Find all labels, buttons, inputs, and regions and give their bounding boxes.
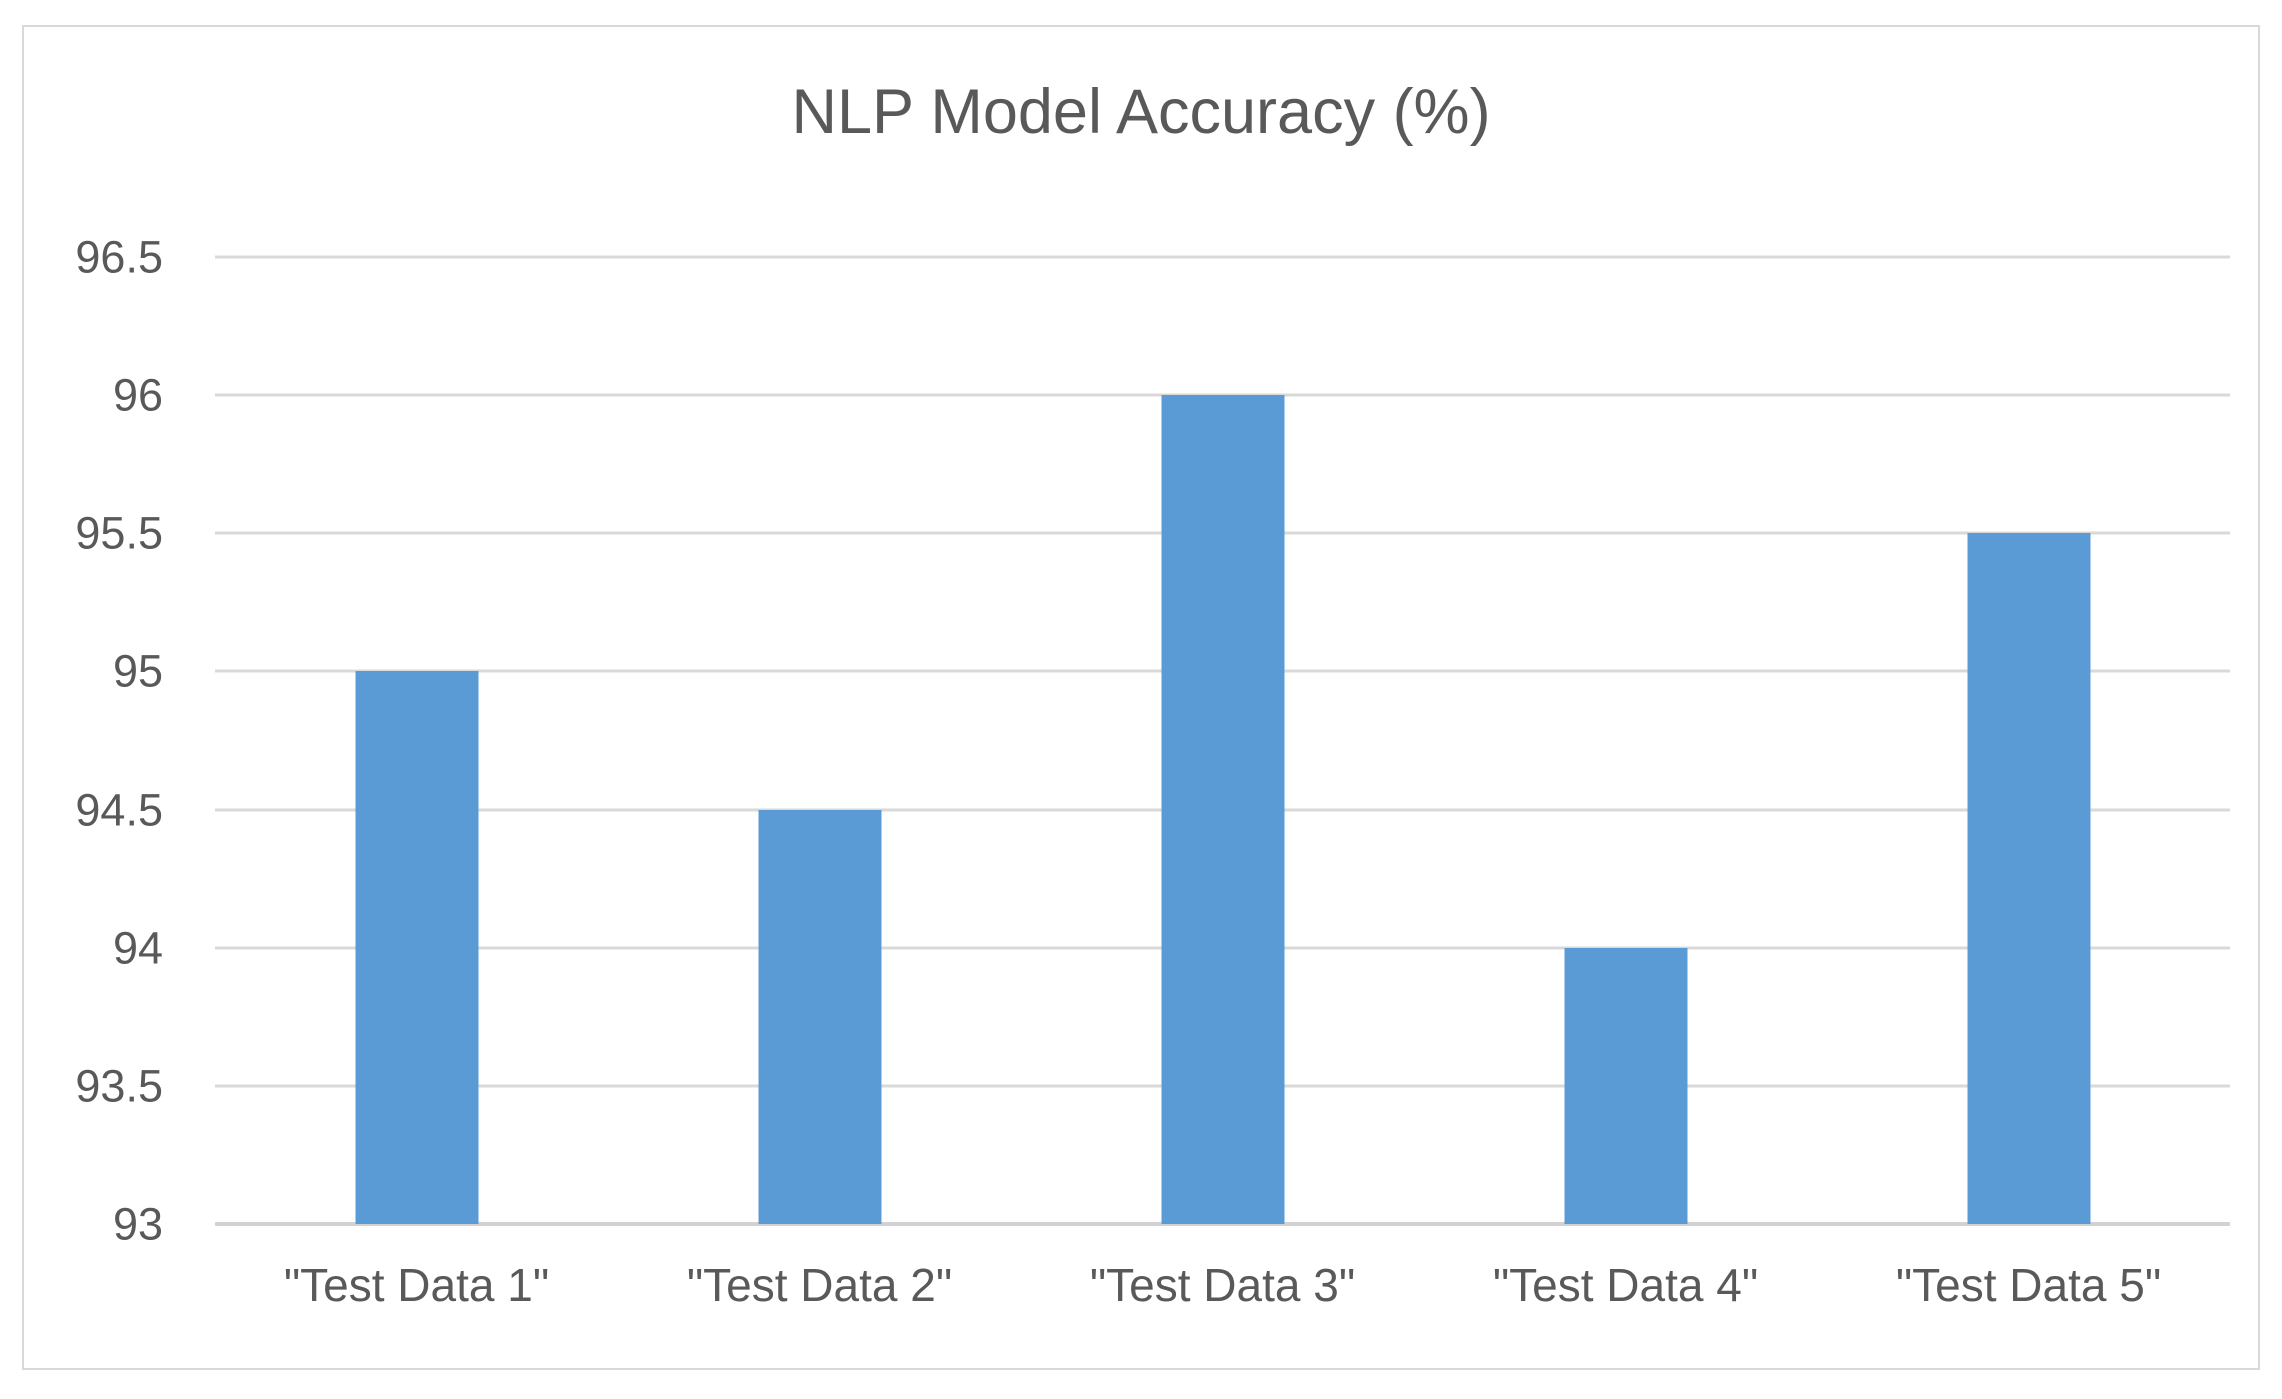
y-gridline bbox=[215, 255, 2230, 259]
y-tick-label: 94.5 bbox=[75, 784, 163, 836]
bar-1 bbox=[355, 671, 478, 1224]
x-category-label: "Test Data 4" bbox=[1492, 1259, 1759, 1311]
y-tick-label: 95.5 bbox=[75, 507, 163, 559]
y-tick-label: 96 bbox=[112, 369, 163, 421]
y-tick-label: 96.5 bbox=[75, 231, 163, 283]
x-category-label: "Test Data 5" bbox=[1895, 1259, 2162, 1311]
y-tick-label: 95 bbox=[112, 645, 163, 697]
chart-title: NLP Model Accuracy (%) bbox=[791, 77, 1491, 147]
x-category-label: "Test Data 2" bbox=[686, 1259, 953, 1311]
x-category-label: "Test Data 3" bbox=[1089, 1259, 1356, 1311]
y-tick-label: 93.5 bbox=[75, 1060, 163, 1112]
x-axis-line bbox=[215, 1222, 2230, 1226]
x-category-label: "Test Data 1" bbox=[283, 1259, 550, 1311]
y-tick-label: 93 bbox=[112, 1198, 163, 1250]
bar-5 bbox=[1967, 533, 2090, 1224]
bar-4 bbox=[1564, 947, 1687, 1224]
plot-area: 93 93.5 94 94.5 95 95.5 96 96.5 bbox=[75, 235, 2230, 1247]
y-tick-label: 94 bbox=[112, 922, 163, 974]
bar-3 bbox=[1161, 395, 1284, 1224]
bar-2 bbox=[758, 809, 881, 1224]
x-axis-labels: "Test Data 1" "Test Data 2" "Test Data 3" "… bbox=[215, 1258, 2230, 1328]
